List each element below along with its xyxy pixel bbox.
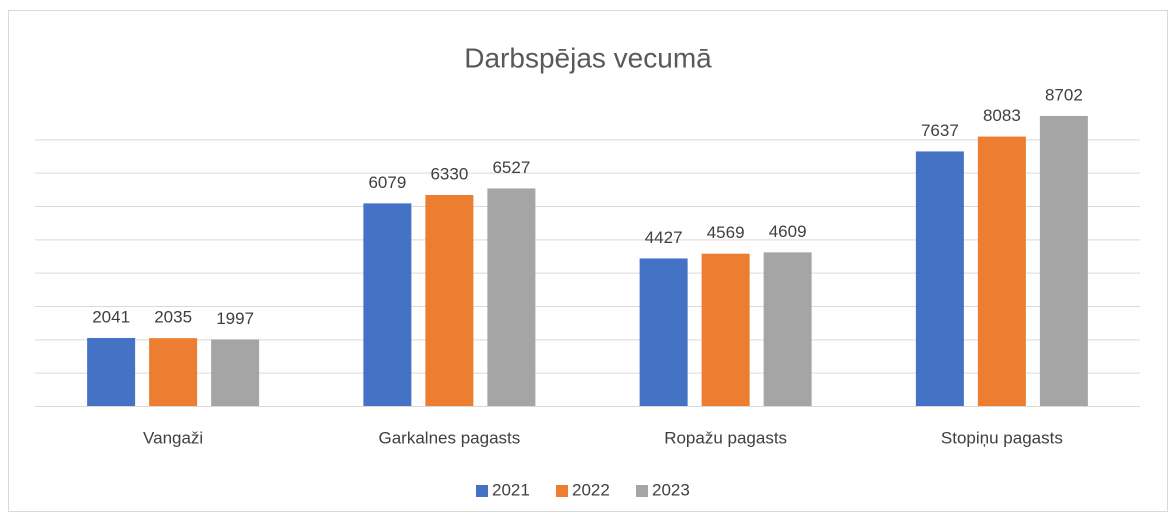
- legend-label: 2021: [492, 480, 530, 499]
- data-label: 2035: [154, 308, 192, 327]
- x-tick-label: Stopiņu pagasts: [941, 428, 1063, 447]
- legend-swatch: [476, 485, 488, 497]
- legend-label: 2022: [572, 480, 610, 499]
- x-tick-label: Garkalnes pagasts: [379, 428, 521, 447]
- bar: [1039, 115, 1088, 406]
- bar: [639, 258, 688, 406]
- chart-border: [8, 10, 1168, 512]
- data-label: 7637: [921, 121, 959, 140]
- data-label: 6079: [368, 173, 406, 192]
- data-label: 4609: [769, 222, 807, 241]
- data-label: 6527: [492, 158, 530, 177]
- bar: [149, 338, 198, 406]
- data-label: 1997: [216, 309, 254, 328]
- bar: [915, 151, 964, 406]
- legend-swatch: [636, 485, 648, 497]
- bar: [363, 203, 412, 406]
- bar: [701, 253, 750, 406]
- chart-title: Darbspējas vecumā: [464, 42, 712, 73]
- data-label: 4427: [645, 228, 683, 247]
- bar: [763, 252, 812, 406]
- x-tick-label: Ropažu pagasts: [664, 428, 787, 447]
- bar: [487, 188, 536, 406]
- data-label: 8702: [1045, 85, 1083, 104]
- data-label: 4569: [707, 223, 745, 242]
- data-label: 8083: [983, 106, 1021, 125]
- legend-label: 2023: [652, 480, 690, 499]
- data-label: 6330: [430, 164, 468, 183]
- legend-swatch: [556, 485, 568, 497]
- bar: [977, 136, 1026, 407]
- x-tick-label: Vangaži: [143, 428, 203, 447]
- bar: [425, 195, 474, 406]
- data-label: 2041: [92, 307, 130, 326]
- bar: [87, 337, 136, 406]
- bar: [211, 339, 260, 406]
